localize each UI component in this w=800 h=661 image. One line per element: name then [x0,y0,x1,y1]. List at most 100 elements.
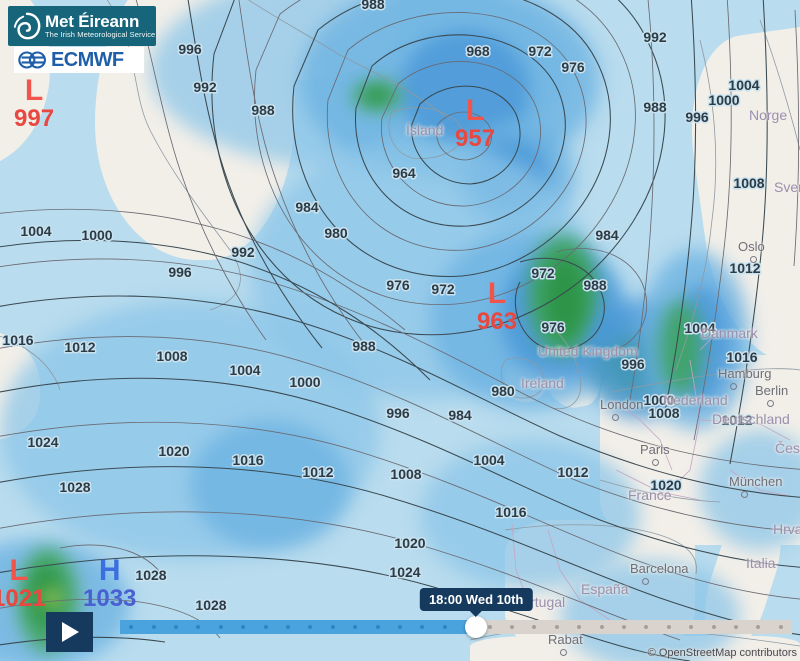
isobar-label: 972 [528,43,552,59]
timeline-tick[interactable] [308,625,313,629]
city-marker-dot [767,400,774,407]
isobar-label: 988 [583,277,607,293]
timeline-slider[interactable]: 18:00 Wed 10th [120,588,792,638]
isobar-label: 1004 [728,77,759,93]
isobar-label: 988 [251,102,275,118]
pressure-centre-glyph: L [487,277,507,310]
place-label: Italia [746,555,776,571]
timeline-tick[interactable] [532,625,537,629]
isobar-label: 1028 [195,597,226,613]
timeline-tick[interactable] [734,625,738,629]
map-attribution[interactable]: © OpenStreetMap contributors [647,647,797,659]
timeline-tick[interactable] [420,625,425,629]
isobar-label: 988 [352,338,376,354]
isobar-label: 972 [531,265,555,281]
isobar-label: 1016 [726,349,757,365]
timeline-tick[interactable] [756,625,761,629]
place-label: Paris [640,442,670,457]
place-label: Norge [749,107,788,123]
timeline-tick[interactable] [330,625,335,629]
isobar-label: 1016 [232,452,263,468]
high-pressure-centre: H 1033 [83,556,136,611]
isobar-label: 1020 [158,443,189,459]
spiral-swirl-icon [13,12,41,40]
timeline-tick[interactable] [554,625,559,629]
place-label: Sverige [774,179,800,195]
place-label: London [600,397,644,412]
timeline-tick[interactable] [286,625,290,629]
met-eireann-logo[interactable]: Met Éireann The Irish Meteorological Ser… [8,6,156,46]
timeline-tick[interactable] [353,625,358,629]
timeline-tick[interactable] [398,625,402,629]
isobar-label: 992 [231,244,255,260]
isobar-label: 996 [178,41,202,57]
timeline-tick[interactable] [599,625,604,629]
met-eireann-tagline: The Irish Meteorological Service [45,29,156,39]
met-eireann-name: Met Éireann [45,12,140,32]
timeline-tick[interactable] [129,625,134,629]
timeline-tick[interactable] [666,625,671,629]
isobar-label: 1000 [289,374,320,390]
timeline-tick[interactable] [151,625,156,629]
low-pressure-centre: L1021 [0,556,45,611]
city-marker-dot [730,383,737,390]
place-label: España [581,581,629,597]
timeline-tick[interactable] [442,625,447,629]
place-label: Danmark [701,325,758,341]
timeline-tick[interactable] [622,625,626,629]
place-label: Deutschland [712,411,790,427]
city-marker-dot [612,414,619,421]
isobar-label: 1012 [64,339,95,355]
pressure-centre-glyph: L [465,94,485,127]
play-triangle-icon [61,622,79,642]
pressure-centre-glyph: L [9,554,28,587]
isobar-label: 992 [193,79,217,95]
city-marker-dot [750,256,757,263]
place-label: Berlin [755,383,789,398]
timeline-tick[interactable] [196,625,201,629]
timeline-tick[interactable] [689,625,694,629]
place-label: Barcelona [630,561,689,576]
place-label: Ísland [406,122,444,138]
isobar-label: 1012 [729,260,760,276]
city-marker-dot [741,491,748,498]
pressure-centre-value: 997 [14,105,55,132]
timeline-tick[interactable] [218,625,223,629]
ecmwf-name: ECMWF [51,48,124,71]
place-label: France [628,487,672,503]
isobar-label: 988 [361,0,385,12]
place-label: München [729,474,783,489]
timeline-tick[interactable] [174,625,178,629]
timeline-tick[interactable] [711,625,716,629]
timeline-tick[interactable] [487,625,492,629]
low-pressure-centre: L 997 [14,76,54,131]
place-label: Hrvatska [773,521,800,537]
place-label: Ireland [521,375,564,391]
timeline-handle[interactable] [465,616,488,638]
timeline-tick[interactable] [375,625,380,629]
isobar-label: 984 [448,407,472,423]
isobar-label: 996 [168,264,192,280]
place-label: Česko [775,440,800,456]
timeline-tick[interactable] [510,625,514,629]
isobar-label: 996 [386,405,410,421]
low-pressure-centre: L 963 [477,279,517,334]
isobar-label: 1000 [643,392,674,408]
timeline-tick[interactable] [577,625,582,629]
pressure-centre-value: 963 [477,308,518,335]
isobar-label: 1020 [650,477,681,493]
isobar-label: 972 [431,281,455,297]
isobar-label: 996 [685,109,709,125]
isobar-label: 976 [541,319,565,335]
timeline-tick[interactable] [263,625,268,629]
ecmwf-logo[interactable]: ECMWF [14,47,144,73]
timeline-tick[interactable] [644,625,649,629]
play-button[interactable] [46,612,93,652]
timeline-tick[interactable] [778,625,783,629]
timeline-tick[interactable] [241,625,246,629]
pressure-centre-value: 957 [455,125,496,152]
